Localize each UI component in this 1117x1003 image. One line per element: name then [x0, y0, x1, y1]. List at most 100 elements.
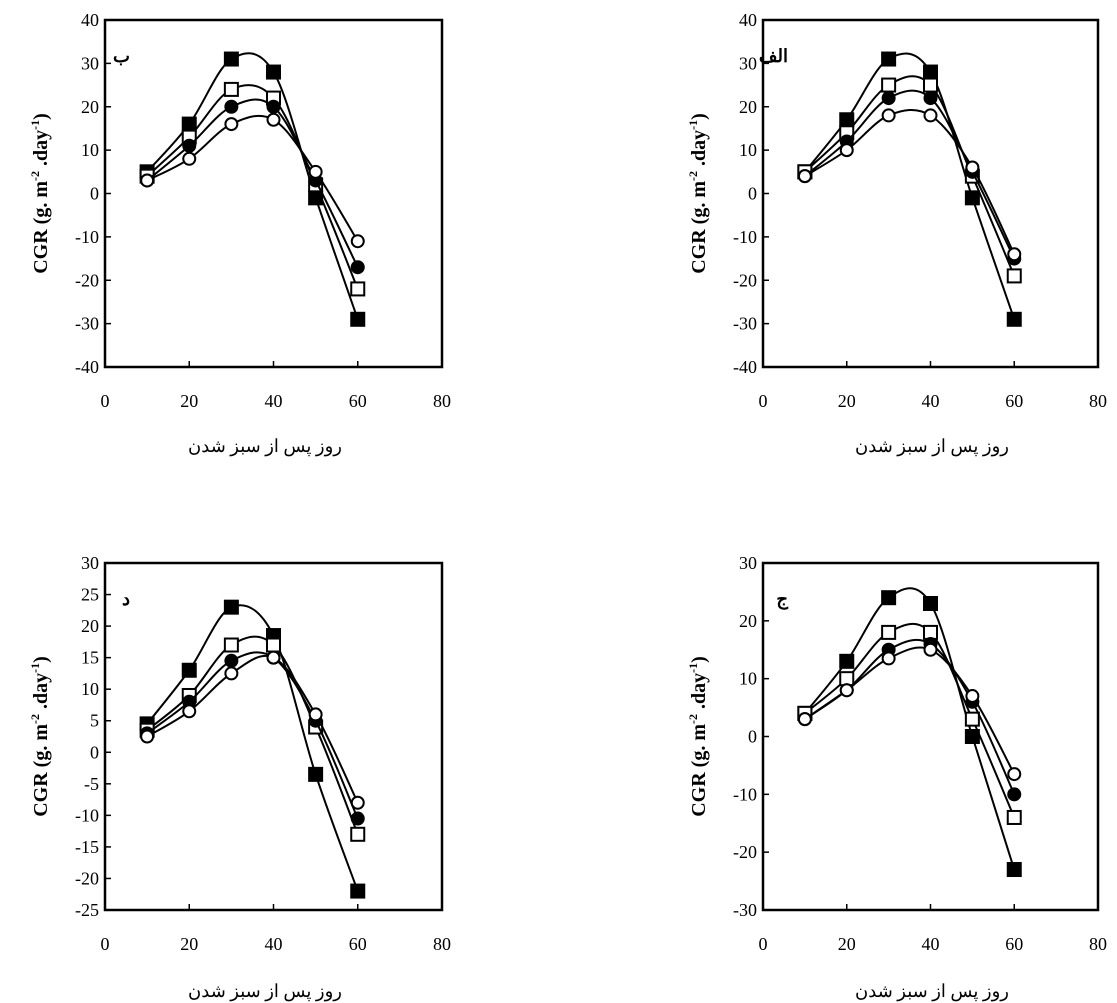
y-axis-title-exp: -1 — [686, 663, 700, 673]
data-point-open-square — [223, 637, 239, 653]
data-point-open-circle — [797, 712, 812, 727]
y-tick-label: 40 — [81, 10, 99, 30]
y-tick-label: 10 — [81, 140, 99, 160]
data-point-open-square — [223, 81, 239, 97]
plot-frame — [103, 561, 444, 912]
y-tick-label: -10 — [733, 227, 757, 247]
y-axis-title-exp: -1 — [686, 120, 700, 130]
data-point-filled-circle — [224, 99, 239, 114]
series-line — [146, 604, 359, 892]
data-point-open-circle — [140, 173, 155, 188]
data-point-filled-square — [181, 662, 197, 678]
series-line — [804, 587, 1016, 870]
data-point-open-square — [923, 77, 938, 93]
x-tick-label: 60 — [349, 391, 367, 411]
y-tick-label: 30 — [739, 53, 757, 73]
data-point-filled-square — [923, 64, 938, 80]
data-point-open-circle — [923, 108, 938, 123]
y-tick-label: -10 — [75, 227, 99, 247]
data-point-open-square — [839, 671, 855, 687]
y-axis-title: CGR (g. m-2 .day-1) — [28, 113, 52, 274]
y-tick-label: 20 — [81, 97, 99, 117]
data-point-open-square — [881, 77, 897, 93]
panel-label: الف — [759, 46, 788, 66]
data-point-filled-circle — [881, 91, 896, 106]
data-point-filled-square — [1006, 862, 1022, 878]
data-point-open-square — [350, 826, 366, 842]
series-line — [146, 98, 359, 268]
data-point-open-circle — [308, 164, 323, 179]
data-point-open-circle — [350, 234, 365, 249]
data-point-filled-circle — [1007, 787, 1022, 802]
y-tick-label: 30 — [81, 53, 99, 73]
x-tick-label: 40 — [265, 391, 283, 411]
y-tick-label: -30 — [75, 314, 99, 334]
data-point-open-circle — [839, 143, 854, 158]
y-axis-title-exp: -2 — [28, 714, 42, 724]
series-line — [804, 646, 1016, 775]
data-point-open-circle — [140, 729, 155, 744]
series-line — [804, 75, 1016, 277]
y-tick-label: -30 — [733, 900, 757, 920]
series-line — [804, 89, 1016, 259]
y-tick-label: 0 — [748, 184, 757, 204]
data-point-filled-circle — [224, 653, 239, 668]
y-tick-label: 30 — [81, 553, 99, 573]
series-line — [146, 114, 359, 242]
y-axis-title-end: ) — [688, 113, 710, 120]
x-tick-label: 60 — [1005, 934, 1023, 954]
y-tick-label: 10 — [81, 679, 99, 699]
series-line — [804, 109, 1016, 255]
data-point-open-square — [964, 711, 980, 727]
data-point-open-circle — [266, 112, 281, 127]
y-tick-label: -40 — [75, 357, 99, 377]
x-tick-label: 40 — [922, 391, 940, 411]
y-tick-label: -5 — [84, 774, 99, 794]
y-axis-title-unit: .day — [688, 673, 710, 714]
y-axis-title-exp: -2 — [686, 171, 700, 181]
y-tick-label: 20 — [739, 97, 757, 117]
x-tick-label: 0 — [759, 934, 768, 954]
data-point-filled-square — [923, 595, 938, 611]
x-tick-label: 40 — [922, 934, 940, 954]
data-point-open-square — [881, 624, 897, 640]
data-point-open-circle — [224, 117, 239, 132]
y-tick-label: 40 — [739, 10, 757, 30]
data-point-filled-square — [1006, 311, 1022, 327]
data-point-open-circle — [182, 151, 197, 166]
data-point-open-circle — [965, 160, 980, 175]
x-axis-title: روز پس از سبز شدن — [855, 981, 1009, 1002]
data-point-open-circle — [350, 795, 365, 810]
y-tick-label: 0 — [90, 184, 99, 204]
y-axis-title-end: ) — [30, 656, 52, 663]
x-tick-label: 20 — [838, 391, 856, 411]
data-point-filled-square — [308, 766, 324, 782]
data-point-filled-square — [266, 64, 281, 80]
panel-top-left: -40 -30 -20 -10 0 10 20 30 40 0 20 40 60 80 روز پس از … — [28, 10, 451, 457]
x-axis-title: روز پس از سبز شدن — [188, 436, 342, 457]
x-tick-label: 60 — [1005, 391, 1023, 411]
y-tick-label: -20 — [733, 842, 757, 862]
y-axis-title-exp: -2 — [686, 714, 700, 724]
data-point-open-square — [1006, 809, 1022, 825]
panel-label: ب — [113, 46, 130, 66]
data-point-open-square — [1006, 268, 1022, 284]
data-point-filled-square — [839, 653, 855, 669]
x-tick-label: 0 — [759, 391, 768, 411]
x-tick-label: 20 — [180, 934, 198, 954]
data-point-open-square — [266, 637, 281, 653]
y-tick-label: 10 — [739, 669, 757, 689]
data-point-open-circle — [881, 108, 896, 123]
data-point-filled-square — [181, 116, 197, 132]
panel-top-right: -40 -30 -20 -10 0 10 20 30 40 0 20 40 60 80 روز پس از … — [686, 10, 1107, 457]
data-point-filled-circle — [350, 811, 365, 826]
panel-bottom-left: -25 -20 -15 -10 -5 0 5 10 15 20 25 30 0 20 40 60 80 روز پ… — [28, 553, 451, 1002]
x-axis-title: روز پس از سبز شدن — [188, 981, 342, 1002]
data-point-filled-square — [223, 51, 239, 67]
x-axis-title: روز پس از سبز شدن — [855, 436, 1009, 457]
y-axis-title-main: CGR (g. m — [30, 724, 52, 817]
data-point-filled-square — [964, 190, 980, 206]
data-point-filled-square — [350, 883, 366, 899]
data-point-open-circle — [923, 642, 938, 657]
